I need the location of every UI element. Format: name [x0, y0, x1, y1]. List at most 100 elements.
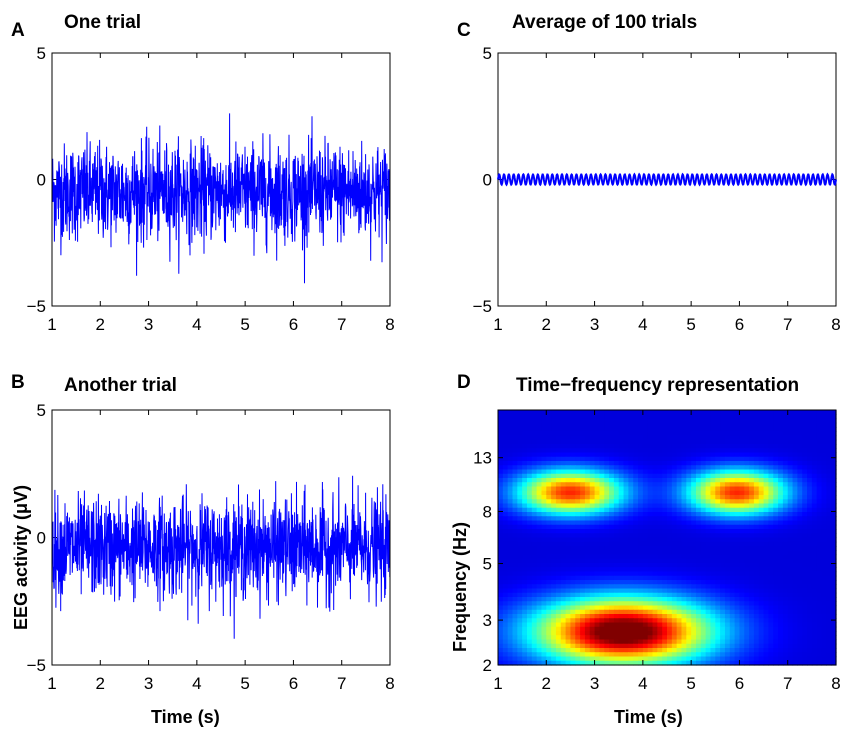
heatmap-cell	[821, 580, 827, 585]
heatmap-cell	[531, 410, 538, 415]
heatmap-cell	[570, 490, 576, 496]
heatmap-cell	[623, 444, 629, 449]
heatmap-cell	[821, 558, 827, 564]
heatmap-cell	[512, 622, 518, 628]
heatmap-cell	[584, 558, 591, 564]
heatmap-cell	[695, 601, 702, 607]
heatmap-cell	[710, 567, 716, 573]
heatmap-cell	[802, 541, 808, 547]
heatmap-cell	[816, 461, 823, 466]
heatmap-cell	[613, 618, 620, 624]
heatmap-cell	[792, 588, 798, 594]
heatmap-cell	[715, 614, 721, 619]
heatmap-cell	[792, 418, 798, 424]
heatmap-cell	[623, 456, 629, 462]
heatmap-cell	[667, 656, 673, 662]
heatmap-cell	[831, 618, 837, 624]
heatmap-cell	[782, 431, 789, 437]
heatmap-cell	[705, 461, 712, 466]
heatmap-cell	[589, 597, 596, 602]
heatmap-cell	[753, 580, 760, 585]
heatmap-cell	[695, 422, 702, 428]
heatmap-cell	[667, 643, 673, 649]
heatmap-cell	[507, 448, 514, 454]
heatmap-cell	[710, 422, 716, 428]
heatmap-cell	[604, 618, 610, 624]
heatmap-cell	[522, 512, 528, 517]
heatmap-cell	[681, 533, 687, 539]
heatmap-cell	[749, 418, 755, 424]
heatmap-cell	[546, 563, 552, 568]
heatmap-cell	[512, 516, 518, 522]
heatmap-cell	[584, 414, 591, 420]
heatmap-cell	[724, 592, 731, 598]
heatmap-cell	[686, 452, 692, 458]
heatmap-cell	[570, 639, 576, 645]
heatmap-cell	[749, 563, 755, 568]
heatmap-cell	[797, 512, 803, 517]
heatmap-cell	[763, 588, 769, 594]
heatmap-cell	[667, 529, 673, 534]
heatmap-cell	[507, 571, 514, 577]
heatmap-cell	[647, 410, 654, 415]
heatmap-cell	[787, 601, 794, 607]
heatmap-cell	[551, 601, 557, 607]
heatmap-cell	[584, 550, 591, 556]
heatmap-cell	[502, 507, 509, 513]
heatmap-cell	[676, 618, 683, 624]
heatmap-cell	[676, 422, 683, 428]
heatmap-cell	[782, 490, 789, 496]
heatmap-cell	[821, 448, 827, 454]
heatmap-cell	[584, 546, 591, 551]
heatmap-cell	[782, 541, 789, 547]
heatmap-cell	[580, 422, 586, 428]
heatmap-cell	[623, 639, 629, 645]
heatmap-cell	[802, 597, 808, 602]
heatmap-cell	[700, 580, 707, 585]
heatmap-cell	[555, 626, 562, 632]
heatmap-cell	[807, 439, 813, 445]
heatmap-cell	[589, 439, 596, 445]
y-tick-label: −5	[27, 656, 46, 675]
heatmap-cell	[551, 639, 557, 645]
heatmap-cell	[715, 660, 721, 666]
heatmap-cell	[555, 439, 562, 445]
heatmap-cell	[526, 622, 533, 628]
heatmap-cell	[613, 495, 620, 500]
heatmap-cell	[720, 571, 726, 577]
heatmap-cell	[623, 618, 629, 624]
heatmap-cell	[802, 418, 808, 424]
heatmap-cell	[744, 503, 750, 509]
heatmap-cell	[517, 456, 523, 462]
heatmap-cell	[758, 444, 765, 449]
heatmap-cell	[763, 490, 769, 496]
heatmap-cell	[715, 563, 721, 568]
heatmap-cell	[618, 444, 625, 449]
heatmap-cell	[681, 418, 687, 424]
heatmap-cell	[580, 648, 586, 653]
heatmap-cell	[758, 482, 765, 488]
heatmap-cell	[686, 495, 692, 500]
heatmap-cell	[797, 469, 803, 475]
heatmap-cell	[816, 558, 823, 564]
heatmap-cell	[594, 580, 600, 585]
heatmap-cell	[531, 563, 538, 568]
heatmap-cell	[734, 609, 741, 615]
heatmap-cell	[826, 499, 832, 505]
heatmap-cell	[710, 618, 716, 624]
heatmap-cell	[749, 601, 755, 607]
heatmap-cell	[729, 533, 736, 539]
heatmap-cell	[546, 439, 552, 445]
heatmap-cell	[797, 418, 803, 424]
heatmap-cell	[647, 648, 654, 653]
heatmap-cell	[575, 567, 581, 573]
heatmap-cell	[638, 541, 644, 547]
heatmap-cell	[502, 567, 509, 573]
heatmap-cell	[739, 452, 745, 458]
heatmap-cell	[584, 418, 591, 424]
heatmap-cell	[715, 605, 721, 611]
heatmap-cell	[734, 563, 741, 568]
heatmap-cell	[691, 461, 697, 466]
heatmap-cell	[575, 588, 581, 594]
heatmap-cell	[609, 622, 615, 628]
